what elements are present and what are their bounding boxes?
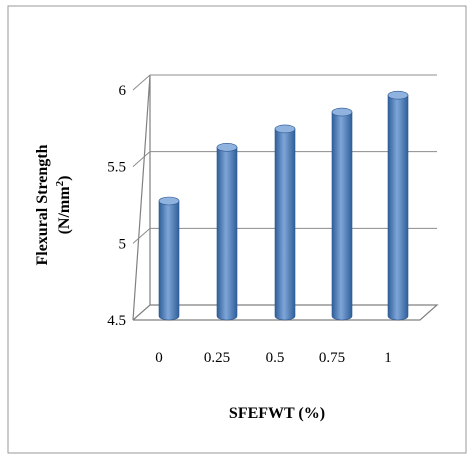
x-tick-label: 0.75 <box>319 350 345 366</box>
x-tick-label: 1 <box>384 350 392 366</box>
bar <box>274 124 296 321</box>
bar <box>331 107 353 321</box>
y-axis-title-unit: (N/mm <box>56 186 73 235</box>
figure-border <box>7 5 467 454</box>
x-tick-label: 0.5 <box>266 350 285 366</box>
y-tick-label: 6 <box>119 83 127 99</box>
bar <box>387 90 409 321</box>
x-tick-label: 0 <box>155 350 163 366</box>
bar <box>216 143 238 321</box>
y-tick-label: 4.5 <box>107 313 126 329</box>
x-axis-title: SFEFWT (%) <box>229 405 325 422</box>
y-axis-title-line1: Flexural Strength <box>34 144 51 265</box>
y-axis-title-close: ) <box>56 176 73 181</box>
bar <box>158 196 180 321</box>
y-tick-label: 5 <box>119 236 127 252</box>
svg-text:(N/mm2): (N/mm2) <box>54 176 73 235</box>
x-tick-label: 0.25 <box>204 350 230 366</box>
gridline <box>132 74 437 91</box>
svg-text:Flexural Strength: Flexural Strength <box>34 144 51 265</box>
y-tick-label: 5.5 <box>107 160 126 176</box>
y-axis-title-superscript: 2 <box>54 180 66 186</box>
side-wall <box>132 74 151 321</box>
floor <box>132 304 439 321</box>
y-axis-title: Flexural Strength (N/mm2) <box>34 144 73 265</box>
